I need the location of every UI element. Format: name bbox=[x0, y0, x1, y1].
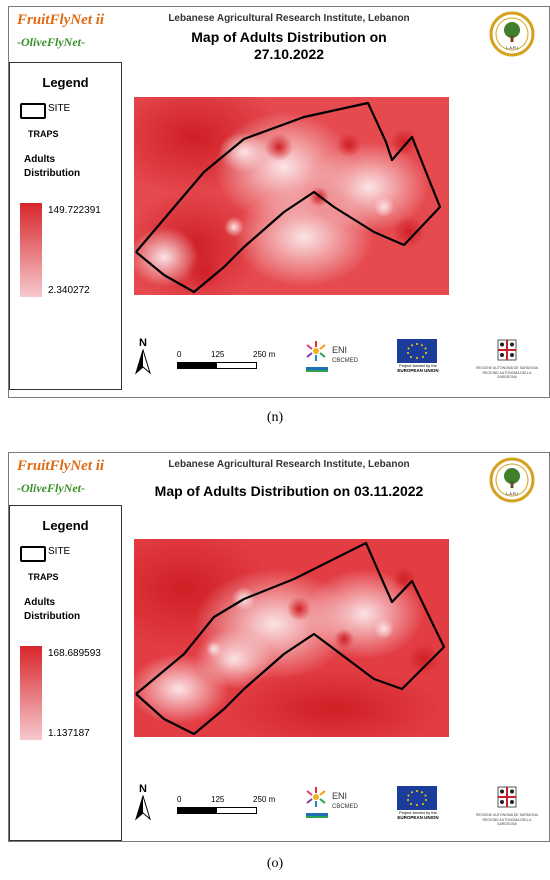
eu-flag-icon bbox=[397, 786, 437, 810]
scale-zero: 0 bbox=[177, 795, 182, 804]
scale-zero: 0 bbox=[177, 350, 182, 359]
heatmap bbox=[134, 539, 449, 737]
eu-text-line2: EUROPEAN UNION bbox=[397, 368, 439, 373]
eu-text-line1: Project funded by the bbox=[399, 810, 437, 815]
eu-text-line1: Project funded by the bbox=[399, 363, 437, 368]
eu-flag-icon bbox=[397, 339, 437, 363]
color-ramp bbox=[20, 203, 42, 297]
lari-seal-icon: L.A.R.I bbox=[489, 457, 535, 503]
sardegna-logo: REGIONE AUTONOMA DE SARDIGNA REGIONE AUT… bbox=[474, 786, 540, 827]
eu-logo: Project funded by the EUROPEAN UNION bbox=[397, 786, 439, 820]
scale-mid: 125 bbox=[211, 350, 225, 359]
adults-label-line1: Adults bbox=[24, 154, 56, 165]
eni-sun-icon: ENI CBCMED bbox=[306, 341, 359, 372]
eni-cbcmed-logo: ENI CBCMED bbox=[304, 337, 374, 377]
scale-bar: 0 125 250 m bbox=[177, 350, 277, 369]
sardegna-text-line2: REGIONE AUTONOMA DELLA SARDEGNA bbox=[482, 817, 532, 827]
sardegna-shield-icon bbox=[497, 786, 517, 808]
map-title: Map of Adults Distribution on 03.11.2022 bbox=[139, 483, 439, 500]
eu-logo: Project funded by the EUROPEAN UNION bbox=[397, 339, 439, 373]
traps-label: TRAPS bbox=[28, 129, 59, 139]
lari-seal-text: L.A.R.I bbox=[506, 491, 518, 496]
north-arrow-icon bbox=[135, 348, 151, 375]
legend-min-value: 2.340272 bbox=[48, 285, 90, 296]
legend-max-value: 149.722391 bbox=[48, 205, 101, 216]
map-title: Map of Adults Distribution on 27.10.2022 bbox=[139, 29, 439, 63]
scale-end: 250 m bbox=[253, 350, 276, 359]
legend-title: Legend bbox=[42, 518, 89, 533]
site-boundary bbox=[135, 541, 446, 736]
institute-name: Lebanese Agricultural Research Institute… bbox=[168, 13, 410, 24]
adults-distribution-label: Adults Distribution bbox=[24, 596, 80, 624]
brand-oliveflynet: -OliveFlyNet- bbox=[17, 481, 85, 495]
legend-min-value: 1.137187 bbox=[48, 728, 90, 739]
legend-box: Legend SITE TRAPS Adults Distribution 14… bbox=[9, 62, 122, 390]
scale-bar-graphic bbox=[177, 807, 257, 814]
north-label: N bbox=[139, 337, 147, 349]
color-ramp bbox=[20, 646, 42, 740]
scale-end: 250 m bbox=[253, 795, 276, 804]
eni-text: ENI bbox=[332, 791, 347, 801]
brand-fruitflynet: FruitFlyNet ii bbox=[17, 12, 105, 28]
map-title-line1: Map of Adults Distribution on bbox=[191, 29, 387, 45]
sardegna-text-line1: REGIONE AUTONOMA DE SARDIGNA bbox=[476, 366, 538, 370]
brand-oliveflynet: -OliveFlyNet- bbox=[17, 35, 85, 49]
sardegna-text-line2: REGIONE AUTONOMA DELLA SARDEGNA bbox=[482, 370, 532, 380]
sardegna-shield-icon bbox=[497, 339, 517, 361]
legend-title: Legend bbox=[42, 75, 89, 90]
site-swatch bbox=[20, 103, 46, 119]
scale-bar-graphic bbox=[177, 362, 257, 369]
lari-seal-icon: L.A.R.I bbox=[489, 11, 535, 57]
heatmap bbox=[134, 97, 449, 295]
adults-label-line2: Distribution bbox=[24, 168, 81, 179]
eni-text: ENI bbox=[332, 345, 347, 355]
north-label: N bbox=[139, 783, 147, 795]
site-swatch bbox=[20, 546, 46, 562]
scale-mid: 125 bbox=[211, 795, 225, 804]
site-boundary bbox=[135, 101, 442, 294]
cbcmed-text: CBCMED bbox=[332, 358, 359, 364]
map-title-line1: Map of Adults Distribution on 03.11.2022 bbox=[154, 483, 424, 499]
adults-distribution-label: Adults Distribution bbox=[24, 153, 80, 181]
eni-sun-icon: ENI CBCMED bbox=[306, 787, 359, 818]
map-panel-n: FruitFlyNet ii -OliveFlyNet- Lebanese Ag… bbox=[8, 6, 550, 398]
north-arrow: N bbox=[134, 783, 152, 826]
institute-name: Lebanese Agricultural Research Institute… bbox=[168, 459, 410, 470]
sardegna-text-line1: REGIONE AUTONOMA DE SARDIGNA bbox=[476, 813, 538, 817]
north-arrow-icon bbox=[135, 794, 151, 821]
eu-text-line2: EUROPEAN UNION bbox=[397, 815, 439, 820]
scale-bar: 0 125 250 m bbox=[177, 795, 277, 814]
north-arrow: N bbox=[134, 337, 152, 380]
map-title-line2: 27.10.2022 bbox=[253, 46, 325, 62]
legend-max-value: 168.689593 bbox=[48, 648, 101, 659]
eni-cbcmed-logo: ENI CBCMED bbox=[304, 783, 374, 823]
brand-fruitflynet: FruitFlyNet ii bbox=[17, 458, 105, 474]
legend-box: Legend SITE TRAPS Adults Distribution 16… bbox=[9, 505, 122, 841]
sardegna-logo: REGIONE AUTONOMA DE SARDIGNA REGIONE AUT… bbox=[474, 339, 540, 380]
site-label: SITE bbox=[48, 103, 71, 114]
cbcmed-text: CBCMED bbox=[332, 804, 359, 810]
traps-label: TRAPS bbox=[28, 572, 59, 582]
caption-o: (o) bbox=[266, 856, 284, 871]
lari-seal-text: L.A.R.I bbox=[506, 45, 518, 50]
adults-label-line2: Distribution bbox=[24, 611, 81, 622]
site-label: SITE bbox=[48, 546, 71, 557]
map-panel-o: FruitFlyNet ii -OliveFlyNet- Lebanese Ag… bbox=[8, 452, 550, 842]
caption-n: (n) bbox=[266, 410, 284, 425]
adults-label-line1: Adults bbox=[24, 597, 56, 608]
